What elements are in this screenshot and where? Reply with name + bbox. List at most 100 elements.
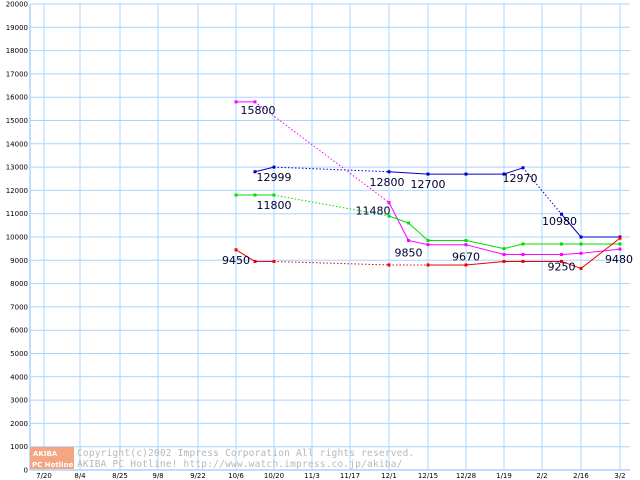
series-segment [388, 215, 409, 224]
logo-box-bottom [30, 458, 74, 469]
data-point [407, 221, 410, 225]
data-point [426, 243, 430, 247]
series-segment [580, 248, 621, 254]
data-point [521, 166, 525, 170]
series-segment [503, 167, 524, 175]
y-tick-label: 13000 [6, 164, 28, 172]
grid-lines [29, 3, 630, 471]
series-segment [465, 260, 505, 266]
data-point [253, 193, 257, 197]
x-tick-label: 7/20 [36, 472, 52, 480]
series-segment [503, 243, 524, 250]
y-tick-label: 18000 [6, 47, 28, 55]
data-point [502, 247, 506, 251]
y-tick-label: 11000 [6, 210, 28, 218]
data-point [464, 243, 468, 247]
series-segment [388, 202, 409, 241]
logo-bottom-text: PC Hotline! [32, 461, 76, 469]
data-point [253, 259, 257, 263]
y-tick-label: 20000 [6, 1, 28, 9]
data-point [618, 242, 622, 246]
data-point [502, 172, 506, 176]
data-point [560, 212, 563, 216]
x-tick-label: 9/8 [152, 472, 163, 480]
y-tick-label: 0 [24, 467, 28, 475]
data-label: 15800 [241, 104, 276, 117]
y-tick-label: 4000 [10, 373, 28, 381]
data-label: 12999 [257, 171, 292, 184]
x-tick-label: 12/28 [456, 472, 476, 480]
y-tick-label: 6000 [10, 327, 28, 335]
data-point [387, 170, 391, 174]
y-tick-label: 14000 [6, 140, 28, 148]
data-point [272, 259, 276, 263]
y-tick-label: 19000 [6, 24, 28, 32]
y-tick-label: 8000 [10, 280, 28, 288]
data-label: 9480 [605, 253, 633, 266]
y-axis-ticks: 0 1000 2000 3000 4000 5000 6000 7000 8000 9000 100… [6, 1, 28, 475]
series-2 [234, 193, 622, 251]
data-point [618, 247, 622, 251]
series-1 [234, 100, 622, 256]
x-tick-label: 11/17 [340, 472, 360, 480]
data-point [502, 259, 506, 263]
series-segment [408, 240, 429, 246]
data-point [521, 242, 525, 246]
x-tick-label: 9/22 [190, 472, 206, 480]
data-label: 11480 [356, 205, 391, 218]
y-tick-label: 2000 [10, 420, 28, 428]
series-segment [465, 244, 505, 255]
data-label: 10980 [542, 215, 577, 228]
series-0 [253, 165, 622, 239]
data-point [234, 100, 238, 104]
data-point [272, 165, 276, 169]
series-segment [408, 222, 429, 241]
y-tick-label: 7000 [10, 303, 28, 311]
x-tick-label: 8/25 [112, 472, 128, 480]
site-url-text: AKIBA PC Hotline! http://www.watch.impre… [77, 459, 403, 470]
x-tick-label: 3/2 [614, 472, 625, 480]
data-point [464, 172, 468, 176]
series-segment [235, 249, 256, 262]
x-tick-label: 2/2 [536, 472, 547, 480]
x-tick-label: 8/4 [74, 472, 86, 480]
x-tick-label: 10/6 [228, 472, 244, 480]
data-label: 12800 [370, 176, 405, 189]
series-segment [273, 260, 390, 266]
data-point [426, 238, 430, 242]
data-point [426, 172, 430, 176]
series-segment [580, 237, 621, 269]
y-tick-label: 17000 [6, 70, 28, 78]
data-point [426, 263, 430, 267]
data-point [579, 235, 583, 239]
series-3 [234, 236, 622, 270]
data-point [579, 242, 583, 246]
data-point [521, 259, 525, 263]
data-label: 12970 [503, 172, 538, 185]
data-label: 9450 [222, 254, 250, 267]
x-tick-label: 2/16 [573, 472, 589, 480]
data-point [502, 252, 506, 256]
series-segment [522, 167, 562, 215]
series-segment [465, 240, 505, 250]
data-label: 9670 [452, 251, 480, 264]
data-point [521, 252, 525, 256]
data-label: 9850 [395, 246, 423, 259]
data-point [387, 214, 391, 218]
series-segment [561, 260, 582, 269]
logo-box-top [30, 447, 74, 458]
data-labels: 15800 12999 12800 12700 12970 10980 11800 11480… [222, 104, 633, 274]
y-tick-label: 1000 [10, 443, 28, 451]
data-point [253, 170, 257, 174]
data-label: 11800 [257, 199, 292, 212]
y-tick-label: 16000 [6, 94, 28, 102]
data-label: 12700 [411, 178, 446, 191]
series-segment [254, 166, 275, 173]
y-tick-label: 15000 [6, 117, 28, 125]
data-point [387, 263, 391, 267]
x-tick-label: 11/3 [304, 472, 320, 480]
x-tick-label: 10/20 [264, 472, 284, 480]
x-tick-label: 12/15 [418, 472, 438, 480]
x-tick-label: 1/19 [496, 472, 512, 480]
